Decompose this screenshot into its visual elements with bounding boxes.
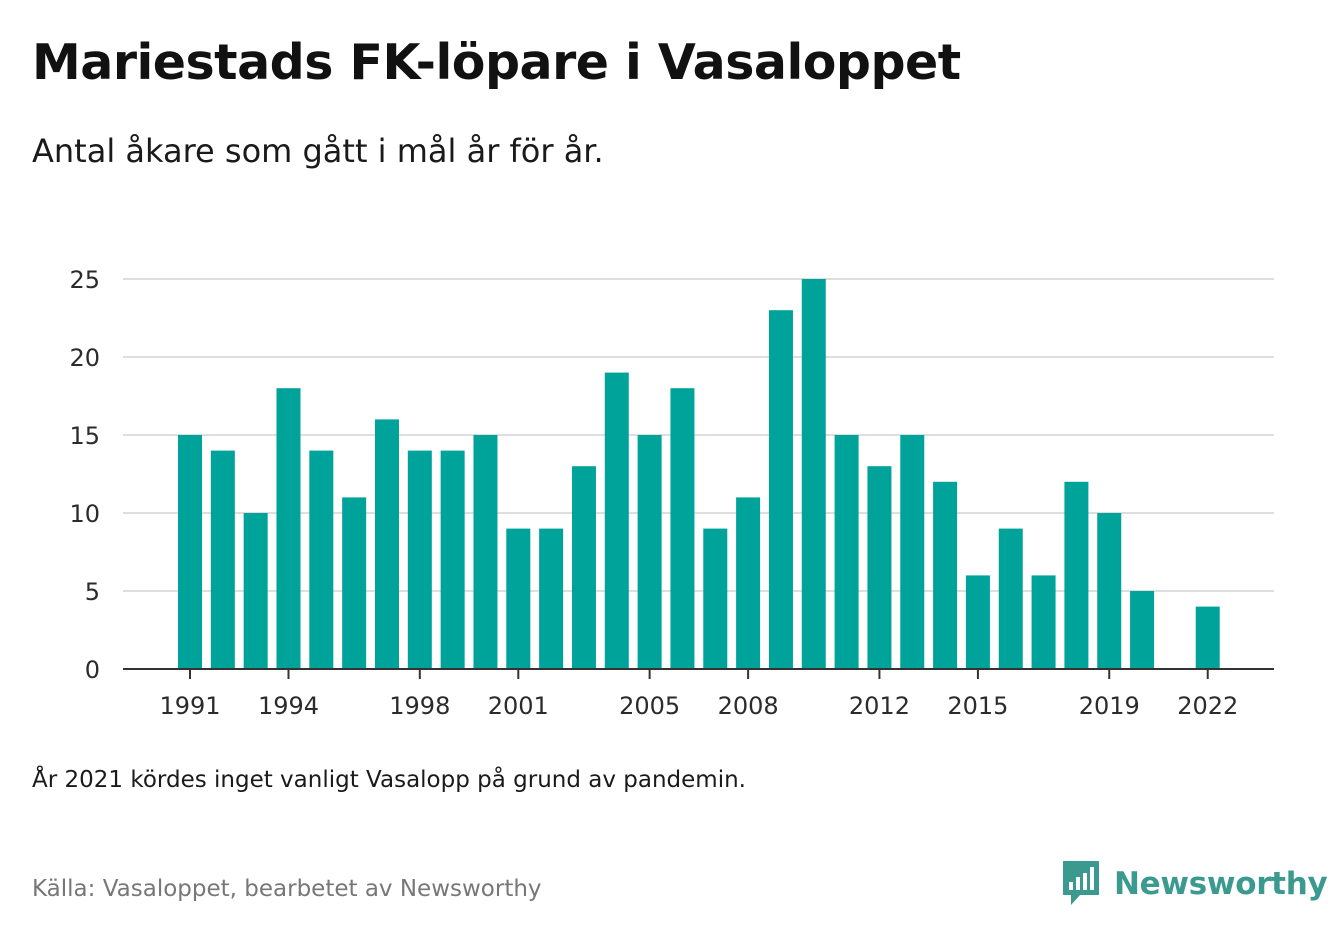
bar-2004 [604,372,629,669]
bars [178,279,1220,669]
bar-2007 [703,528,728,669]
x-tick-label: 1991 [159,692,220,720]
y-tick-label: 25 [69,266,100,294]
bar-chart: 0 5 10 15 20 25 1991 1994 1998 2001 2005 2008 2012 2… [69,266,1274,720]
bar-2000 [473,435,498,669]
footnote: År 2021 kördes inget vanligt Vasalopp på… [32,767,746,793]
chart-title: Mariestads FK-löpare i Vasaloppet [32,34,961,91]
bar-2003 [571,466,596,669]
bar-1999 [440,450,465,669]
bar-1992 [210,450,235,669]
x-tick-label: 2005 [619,692,680,720]
x-tick-label: 1998 [389,692,450,720]
y-tick-label: 0 [85,656,100,684]
bar-2002 [539,528,564,669]
bar-2017 [1031,575,1056,669]
bar-2018 [1064,481,1089,669]
x-tick-label: 2019 [1079,692,1140,720]
y-tick-label: 20 [69,344,100,372]
y-tick-label: 15 [69,422,100,450]
bar-2012 [867,466,892,669]
bar-1995 [309,450,334,669]
bar-2010 [801,279,826,669]
bar-2020 [1130,591,1155,669]
x-axis: 1991 1994 1998 2001 2005 2008 2012 2015 2019 2022 [123,668,1274,720]
bar-1998 [407,450,432,669]
x-tick-label: 2008 [718,692,779,720]
bar-2014 [933,481,958,669]
bar-2022 [1195,606,1220,669]
x-tick-label: 2012 [849,692,910,720]
bar-2019 [1097,513,1122,669]
y-axis-ticks: 0 5 10 15 20 25 [69,266,100,684]
bar-1996 [342,497,367,669]
bar-2005 [637,435,662,669]
bar-2009 [768,310,793,669]
x-tick-label: 2022 [1177,692,1238,720]
chart-subtitle: Antal åkare som gått i mål år för år. [32,132,604,170]
bar-2011 [834,435,859,669]
brand-logo: Newsworthy [1060,858,1328,910]
y-tick-label: 5 [85,578,100,606]
brand-name: Newsworthy [1114,866,1328,902]
y-tick-label: 10 [69,500,100,528]
bar-1991 [178,435,202,669]
bar-2006 [670,388,695,669]
x-tick-label: 2001 [488,692,549,720]
bar-2016 [998,528,1023,669]
x-tick-label: 2015 [947,692,1008,720]
bar-2015 [965,575,990,669]
bar-2013 [900,435,925,669]
newsworthy-logo-icon [1063,861,1099,905]
bar-1993 [243,513,268,669]
bar-1997 [374,419,399,669]
bar-2008 [736,497,761,669]
x-tick-label: 1994 [258,692,319,720]
bar-2001 [506,528,531,669]
source-text: Källa: Vasaloppet, bearbetet av Newswort… [32,876,542,902]
bar-1994 [276,388,301,669]
